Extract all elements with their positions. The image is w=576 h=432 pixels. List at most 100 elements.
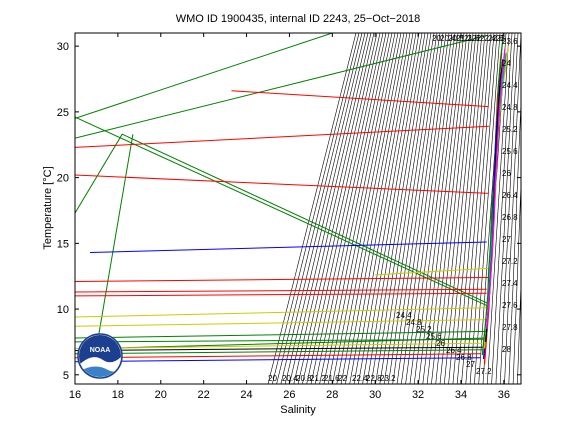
x-tick-label: 32	[412, 389, 424, 401]
isopycnal-diag-label: 26.8	[456, 353, 472, 362]
isopycnal-line	[276, 33, 363, 384]
isopycnal-line	[522, 33, 533, 384]
spike-line	[231, 90, 489, 108]
isopycnal-line	[353, 33, 417, 384]
isopycnal-diag-label: 26	[436, 339, 445, 348]
isopycnal-line	[340, 33, 408, 384]
spike-line	[75, 353, 481, 359]
isopycnal-top-label: 20.4	[440, 34, 456, 43]
y-tick-label: 20	[57, 173, 69, 185]
x-tick-label: 26	[283, 389, 295, 401]
isopycnal-line	[487, 33, 510, 384]
chart-title: WMO ID 1900435, internal ID 2243, 25−Oct…	[176, 13, 421, 25]
isopycnal-line	[383, 33, 438, 384]
isopycnal-line	[418, 33, 462, 384]
isopycnal-right-label: 26.4	[502, 191, 518, 200]
isopycnal-line	[448, 33, 483, 384]
isopycnal-diag-label: 27.2	[476, 367, 492, 376]
spike-line	[75, 349, 483, 355]
spike-series	[75, 33, 490, 363]
spike-line	[75, 330, 487, 339]
spike-line	[75, 33, 333, 119]
isopycnal-top-label: 21.6	[464, 34, 480, 43]
isopycnal-line	[284, 33, 369, 384]
isopycnal-line	[456, 33, 489, 384]
isopycnal-right-label: 26	[502, 169, 511, 178]
spike-line	[75, 292, 487, 297]
isopycnal-line	[444, 33, 480, 384]
y-axis: 5 10 15 20 25 30	[57, 41, 521, 382]
isopycnal-line	[370, 33, 429, 384]
spike-line	[75, 357, 481, 363]
isopycnal-line	[293, 33, 375, 384]
x-tick-label: 24	[240, 389, 252, 401]
isopycnal-line	[491, 33, 513, 384]
spike-line	[75, 288, 487, 293]
isopycnal-line	[358, 33, 420, 384]
isopycnal-line	[362, 33, 423, 384]
isopycnal-line	[512, 176, 521, 384]
isopycnal-right-label: 27.8	[502, 323, 518, 332]
isopycnal-line	[504, 33, 521, 384]
y-tick-label: 5	[63, 370, 69, 382]
isopycnal-line	[396, 33, 447, 384]
isopycnal-right-label: 24.4	[502, 81, 518, 90]
isopycnal-right-label: 27	[502, 235, 511, 244]
x-tick-label: 22	[198, 389, 210, 401]
spike-line	[75, 319, 487, 327]
y-tick-label: 15	[57, 238, 69, 250]
isopycnal-top-label: 23	[496, 34, 505, 43]
isopycnal-bottom-label: 23.2	[380, 374, 396, 383]
x-tick-label: 30	[369, 389, 381, 401]
isopycnal-line	[461, 33, 492, 384]
isopycnal-bottom-label: 22	[338, 374, 347, 383]
isopycnal-right-label: 27.4	[502, 279, 518, 288]
isopycnal-bottom-label: 22.4	[352, 374, 368, 383]
spike-line	[75, 174, 489, 194]
isopycnal-right-label: 25.2	[502, 125, 518, 134]
isopycnal-top-label: 20.8	[448, 34, 464, 43]
isopycnal-line	[439, 33, 477, 384]
noaa-logo-text: NOAA	[90, 347, 111, 354]
isopycnal-line	[302, 33, 381, 384]
isopycnal-diag-label: 26.4	[446, 346, 462, 355]
isopycnal-diag-label: 25.2	[416, 325, 432, 334]
spike-line	[75, 116, 490, 307]
y-tick-label: 10	[57, 304, 69, 316]
isopycnal-top-label: 20	[432, 34, 441, 43]
isopycnal-bottom-label: 20.8	[296, 374, 312, 383]
isopycnal-line	[435, 33, 474, 384]
isopycnal-line	[426, 33, 468, 384]
isopycnal-bottom-label: 20.4	[282, 374, 298, 383]
profile-line	[481, 39, 504, 356]
isopycnal-line	[323, 33, 396, 384]
isopycnal-line	[297, 33, 378, 384]
isopycnal-line	[280, 33, 366, 384]
isopycnal-line	[375, 33, 432, 384]
y-axis-label: Temperature [°C]	[42, 166, 54, 249]
x-axis-label: Salinity	[280, 404, 316, 416]
x-tick-label: 36	[498, 389, 510, 401]
isopycnal-bottom-label: 20	[268, 374, 277, 383]
isopycnal-right-label: 27.6	[502, 301, 518, 310]
spike-line	[89, 241, 487, 253]
isopycnal-right-label: 24.8	[502, 103, 518, 112]
isopycnal-line	[465, 33, 495, 384]
plot-frame	[74, 32, 522, 385]
isopycnal-line	[310, 33, 387, 384]
isopycnal-line	[431, 33, 471, 384]
isopycnal-line	[517, 275, 521, 384]
isopycnal-line	[327, 33, 399, 384]
x-tick-label: 16	[69, 389, 81, 401]
isopycnal-line	[392, 33, 444, 384]
isopycnal-line	[452, 33, 486, 384]
isopycnal-line	[401, 33, 450, 384]
isopycnal-line	[409, 33, 456, 384]
isopycnal-line	[508, 95, 521, 384]
x-tick-label: 20	[155, 389, 167, 401]
isopycnal-line	[272, 33, 360, 384]
spike-line	[75, 338, 485, 343]
isopycnal-line	[388, 33, 441, 384]
isopycnal-line	[349, 33, 414, 384]
